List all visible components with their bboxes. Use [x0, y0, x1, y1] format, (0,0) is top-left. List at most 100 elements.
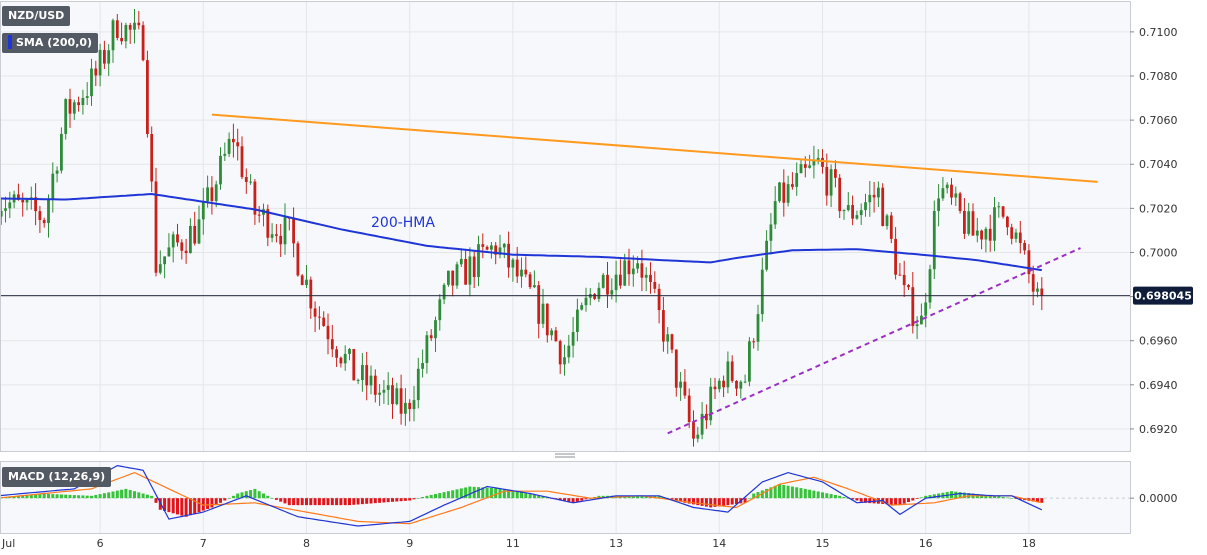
- candle-body: [55, 170, 59, 174]
- candle-body: [687, 395, 691, 423]
- candle-body: [184, 250, 188, 254]
- candle-body: [386, 385, 390, 390]
- macd-histogram-bar: [851, 498, 855, 500]
- candle-body: [442, 284, 446, 300]
- macd-histogram-bar: [846, 498, 850, 499]
- candle-body: [296, 243, 300, 276]
- main-pane-border: [0, 1, 1131, 452]
- x-tick-label: 7: [200, 537, 207, 550]
- resistance-trendline: [211, 113, 1098, 183]
- macd-histogram-bar: [769, 487, 773, 499]
- candle-body: [455, 264, 459, 286]
- macd-histogram-bar: [231, 495, 235, 499]
- macd-histogram-bar: [141, 493, 145, 499]
- macd-histogram-bar: [808, 489, 812, 499]
- macd-tag[interactable]: MACD (12,26,9): [2, 467, 112, 487]
- macd-histogram-bar: [743, 498, 747, 503]
- candle-body: [593, 294, 596, 299]
- candle-body: [765, 240, 768, 270]
- y-tick-label: 0.7080: [1139, 70, 1178, 83]
- macd-histogram-bar: [236, 493, 240, 499]
- sma-tag[interactable]: SMA (200,0): [2, 33, 99, 53]
- macd-histogram-bar: [726, 498, 730, 506]
- macd-histogram-bar: [55, 494, 59, 499]
- candle-body: [657, 288, 661, 311]
- macd-histogram-bar: [786, 485, 790, 499]
- candle-body: [150, 134, 154, 182]
- macd-histogram-bar: [636, 495, 640, 499]
- candle-body: [180, 242, 184, 251]
- macd-histogram-bar: [21, 495, 25, 499]
- macd-histogram-bar: [326, 498, 330, 506]
- candle-body: [232, 138, 235, 143]
- candle-body: [812, 160, 816, 166]
- candle-body: [907, 285, 910, 288]
- macd-histogram-bar: [515, 491, 519, 499]
- candle-body: [606, 274, 609, 295]
- macd-histogram-bar: [902, 498, 906, 504]
- candle-body: [459, 258, 463, 265]
- y-tick-label: 0.7020: [1139, 202, 1178, 215]
- macd-histogram-bar: [859, 498, 863, 502]
- candle-body: [107, 50, 111, 64]
- macd-histogram-bar: [257, 491, 261, 499]
- candle-body: [197, 219, 201, 244]
- candle-body: [219, 155, 222, 185]
- macd-histogram-bar: [279, 498, 283, 502]
- candle-body: [193, 225, 197, 244]
- candle-body: [597, 287, 601, 299]
- macd-histogram-bar: [365, 498, 369, 504]
- candle-body: [378, 392, 381, 395]
- macd-histogram-bar: [864, 498, 867, 503]
- x-tick-label: 11: [506, 537, 520, 550]
- candle-body: [580, 305, 584, 310]
- candle-body: [240, 146, 244, 178]
- candle-body: [451, 270, 455, 286]
- macd-histogram-bar: [266, 495, 270, 499]
- candle-body: [1018, 232, 1022, 243]
- candle-body: [889, 215, 893, 239]
- candle-body: [270, 234, 274, 238]
- macd-histogram-bar: [309, 498, 313, 506]
- macd-histogram-bar: [81, 495, 85, 499]
- candle-body: [584, 297, 588, 306]
- frame: [0, 1, 1134, 534]
- macd-histogram-bar: [180, 498, 184, 516]
- macd-histogram-bar: [373, 498, 377, 504]
- macd-histogram-bar: [928, 495, 932, 499]
- macd-histogram-bar: [756, 491, 760, 499]
- candle-body: [898, 274, 902, 276]
- macd-histogram-bar: [842, 497, 846, 499]
- candle-body: [997, 206, 1001, 208]
- x-tick-label: 8: [303, 537, 310, 550]
- candle-body: [365, 365, 369, 386]
- macd-histogram-bar: [993, 495, 996, 499]
- candle-body: [662, 310, 665, 342]
- macd-histogram-bar: [962, 492, 966, 499]
- candle-body: [322, 317, 326, 326]
- macd-histogram-bar: [262, 493, 265, 499]
- candle-body: [782, 182, 786, 203]
- pane-divider-handle[interactable]: [555, 453, 575, 458]
- candle-body: [778, 182, 781, 202]
- candle-body: [494, 245, 498, 255]
- candle-body: [670, 334, 674, 350]
- candle-body: [537, 285, 541, 324]
- candle-body: [803, 164, 807, 168]
- macd-histogram-bar: [12, 496, 16, 499]
- macd-histogram-bar: [713, 498, 717, 507]
- candle-body: [756, 314, 760, 342]
- candle-body: [133, 22, 136, 30]
- candle-body: [963, 210, 966, 234]
- macd-histogram-bar: [507, 489, 511, 499]
- candle-body: [915, 324, 919, 327]
- macd-histogram-bar: [821, 492, 824, 499]
- macd-histogram-bar: [477, 487, 480, 499]
- macd-histogram-bar: [240, 492, 244, 499]
- candle-body: [700, 413, 704, 435]
- trendline-layer: [211, 113, 1098, 435]
- macd-histogram-bar: [128, 490, 132, 499]
- symbol-tag[interactable]: NZD/USD: [2, 6, 71, 26]
- candle-body: [958, 193, 962, 211]
